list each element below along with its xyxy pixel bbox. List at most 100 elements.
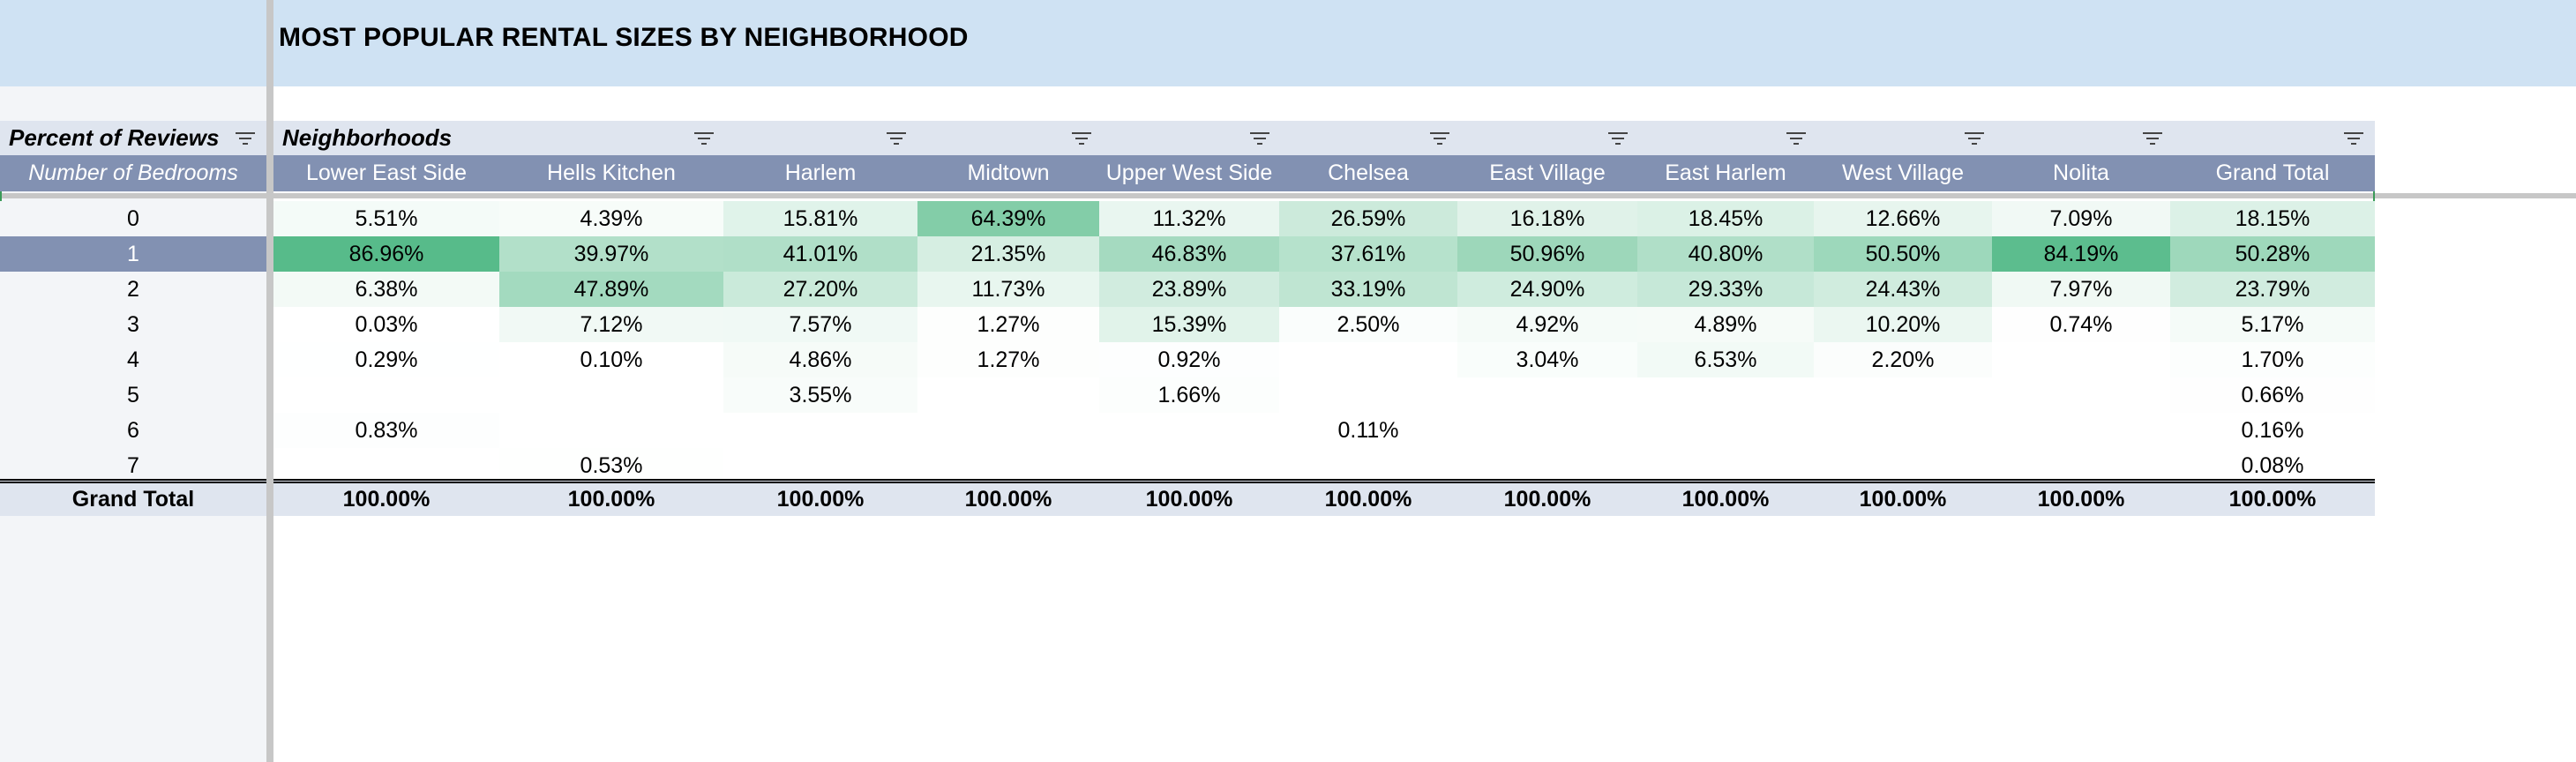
pivot-cell[interactable]: 0.11% xyxy=(1279,413,1457,448)
pivot-cell[interactable] xyxy=(917,377,1099,413)
filter-icon[interactable] xyxy=(235,131,256,146)
pivot-cell[interactable] xyxy=(1992,342,2170,377)
pivot-cell[interactable] xyxy=(723,448,917,483)
pivot-cell[interactable] xyxy=(1992,413,2170,448)
sheet-title[interactable]: MOST POPULAR RENTAL SIZES BY NEIGHBORHOO… xyxy=(279,23,969,52)
row-label[interactable]: 4 xyxy=(0,342,266,377)
pivot-cell[interactable]: 33.19% xyxy=(1279,272,1457,307)
pivot-cell[interactable] xyxy=(1279,342,1457,377)
column-header-west-village[interactable]: West Village xyxy=(1841,161,1965,185)
pivot-cell[interactable]: 0.29% xyxy=(273,342,499,377)
pivot-cell[interactable]: 23.79% xyxy=(2170,272,2375,307)
pivot-cell[interactable]: 7.97% xyxy=(1992,272,2170,307)
pivot-cell[interactable]: 37.61% xyxy=(1279,236,1457,272)
pivot-cell[interactable]: 41.01% xyxy=(723,236,917,272)
row-label[interactable]: 1 xyxy=(0,236,266,272)
pivot-cell[interactable] xyxy=(1992,448,2170,483)
filter-icon[interactable] xyxy=(2142,131,2163,146)
column-header-nolita[interactable]: Nolita xyxy=(2053,161,2109,185)
pivot-cell[interactable]: 1.66% xyxy=(1099,377,1279,413)
pivot-cell[interactable]: 1.27% xyxy=(917,342,1099,377)
filter-icon[interactable] xyxy=(886,131,907,146)
pivot-cell[interactable]: 26.59% xyxy=(1279,201,1457,236)
pivot-cell[interactable]: 84.19% xyxy=(1992,236,2170,272)
pivot-cell[interactable]: 0.66% xyxy=(2170,377,2375,413)
row-label[interactable]: 0 xyxy=(0,201,266,236)
values-label-cell[interactable]: Percent of Reviews xyxy=(0,121,266,155)
pivot-cell[interactable] xyxy=(917,413,1099,448)
pivot-cell[interactable]: 11.73% xyxy=(917,272,1099,307)
column-header-upper-west-side[interactable]: Upper West Side xyxy=(1105,161,1273,185)
pivot-cell[interactable] xyxy=(1457,413,1637,448)
columns-label-cell[interactable]: Neighborhoods xyxy=(273,121,503,155)
pivot-cell[interactable]: 2.50% xyxy=(1279,307,1457,342)
filter-icon[interactable] xyxy=(1071,131,1092,146)
pivot-cell[interactable]: 10.20% xyxy=(1814,307,1992,342)
pivot-cell[interactable]: 46.83% xyxy=(1099,236,1279,272)
pivot-cell[interactable]: 2.20% xyxy=(1814,342,1992,377)
pivot-cell[interactable] xyxy=(273,377,499,413)
pivot-cell[interactable]: 64.39% xyxy=(917,201,1099,236)
column-header-harlem[interactable]: Harlem xyxy=(784,161,857,185)
pivot-cell[interactable]: 50.96% xyxy=(1457,236,1637,272)
pivot-cell[interactable] xyxy=(723,413,917,448)
pivot-cell[interactable] xyxy=(499,377,723,413)
pivot-cell[interactable] xyxy=(1814,377,1992,413)
pivot-cell[interactable]: 6.38% xyxy=(273,272,499,307)
pivot-cell[interactable]: 4.39% xyxy=(499,201,723,236)
row-label[interactable]: 3 xyxy=(0,307,266,342)
pivot-cell[interactable]: 27.20% xyxy=(723,272,917,307)
pivot-cell[interactable] xyxy=(273,448,499,483)
filter-icon[interactable] xyxy=(1964,131,1985,146)
grand-total-cell[interactable]: 100.00% xyxy=(342,487,431,512)
pivot-cell[interactable]: 50.28% xyxy=(2170,236,2375,272)
grand-total-cell[interactable]: 100.00% xyxy=(1503,487,1591,512)
pivot-cell[interactable]: 12.66% xyxy=(1814,201,1992,236)
pivot-cell[interactable] xyxy=(1457,377,1637,413)
column-header-east-village[interactable]: East Village xyxy=(1489,161,1606,185)
pivot-cell[interactable]: 0.53% xyxy=(499,448,723,483)
pivot-cell[interactable]: 0.92% xyxy=(1099,342,1279,377)
pivot-cell[interactable] xyxy=(917,448,1099,483)
pivot-cell[interactable] xyxy=(1099,413,1279,448)
pivot-cell[interactable] xyxy=(1814,413,1992,448)
pivot-cell[interactable]: 3.55% xyxy=(723,377,917,413)
pivot-cell[interactable]: 6.53% xyxy=(1637,342,1814,377)
pivot-cell[interactable] xyxy=(499,413,723,448)
grand-total-cell[interactable]: 100.00% xyxy=(964,487,1052,512)
pivot-cell[interactable]: 7.57% xyxy=(723,307,917,342)
grand-total-cell[interactable]: 100.00% xyxy=(1681,487,1770,512)
pivot-cell[interactable]: 0.08% xyxy=(2170,448,2375,483)
rows-label-cell[interactable]: Number of Bedrooms xyxy=(0,155,266,191)
grand-total-cell[interactable]: 100.00% xyxy=(1859,487,1947,512)
pivot-cell[interactable]: 39.97% xyxy=(499,236,723,272)
row-label[interactable]: 2 xyxy=(0,272,266,307)
pivot-cell[interactable]: 18.15% xyxy=(2170,201,2375,236)
pivot-cell[interactable]: 29.33% xyxy=(1637,272,1814,307)
pivot-cell[interactable]: 15.81% xyxy=(723,201,917,236)
grand-total-cell[interactable]: 100.00% xyxy=(2037,487,2125,512)
filter-icon[interactable] xyxy=(1249,131,1270,146)
pivot-cell[interactable]: 18.45% xyxy=(1637,201,1814,236)
pivot-cell[interactable]: 5.51% xyxy=(273,201,499,236)
pivot-cell[interactable]: 5.17% xyxy=(2170,307,2375,342)
column-header-midtown[interactable]: Midtown xyxy=(967,161,1050,185)
pivot-cell[interactable]: 24.43% xyxy=(1814,272,1992,307)
pivot-cell[interactable]: 4.92% xyxy=(1457,307,1637,342)
pivot-cell[interactable] xyxy=(1457,448,1637,483)
column-header-lower-east-side[interactable]: Lower East Side xyxy=(305,161,468,185)
pivot-cell[interactable]: 40.80% xyxy=(1637,236,1814,272)
pivot-cell[interactable]: 24.90% xyxy=(1457,272,1637,307)
grand-total-cell[interactable]: 100.00% xyxy=(567,487,655,512)
column-header-hells-kitchen[interactable]: Hells Kitchen xyxy=(547,161,676,185)
pivot-cell[interactable]: 0.74% xyxy=(1992,307,2170,342)
pivot-cell[interactable]: 0.10% xyxy=(499,342,723,377)
pivot-cell[interactable] xyxy=(1992,377,2170,413)
pivot-cell[interactable]: 1.70% xyxy=(2170,342,2375,377)
filter-icon[interactable] xyxy=(693,131,715,146)
pivot-cell[interactable]: 3.04% xyxy=(1457,342,1637,377)
filter-icon[interactable] xyxy=(1607,131,1629,146)
pivot-cell[interactable]: 4.86% xyxy=(723,342,917,377)
pivot-cell[interactable] xyxy=(1637,377,1814,413)
pivot-cell[interactable] xyxy=(1279,448,1457,483)
